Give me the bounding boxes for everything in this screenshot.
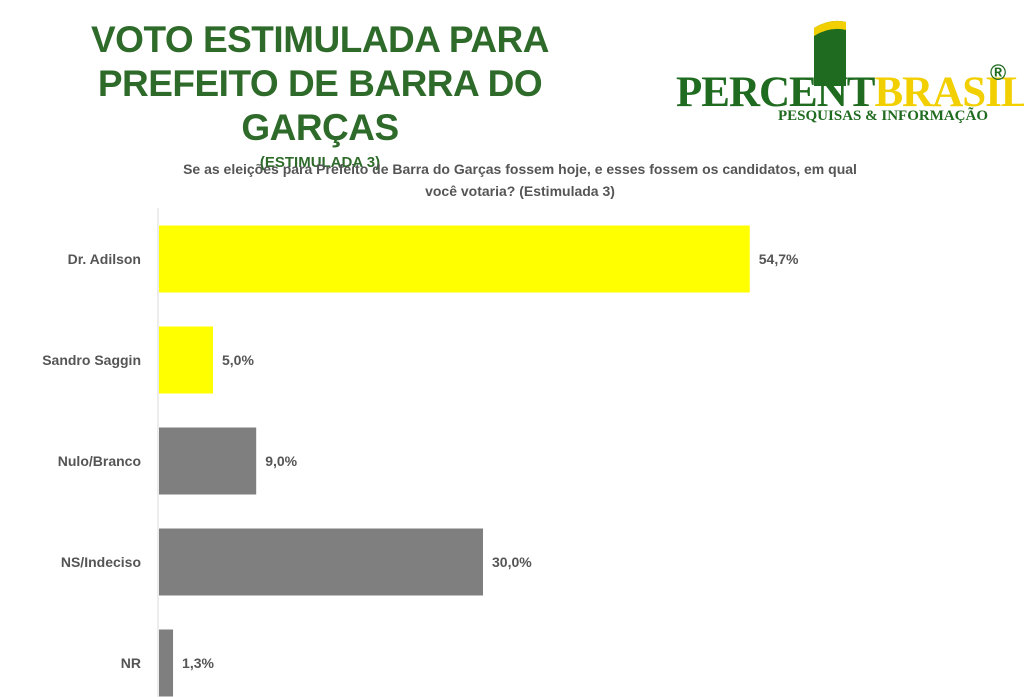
value-label: 9,0% (265, 453, 297, 469)
logo-word-brasil: BRASIL (874, 69, 1024, 116)
logo-wordmark: PERCENTBRASIL (676, 68, 1024, 117)
title-line-2: PREFEITO DE BARRA DO GARÇAS (97, 63, 543, 148)
registered-mark: ® (990, 60, 1007, 85)
value-label: 54,7% (759, 251, 799, 267)
question-line-2: você votaria? (Estimulada 3) (425, 183, 615, 199)
category-label: Nulo/Branco (58, 453, 141, 469)
category-label: NS/Indeciso (61, 554, 141, 570)
value-label: 5,0% (222, 352, 254, 368)
value-label: 30,0% (492, 554, 532, 570)
category-label: Dr. Adilson (68, 251, 141, 267)
bar-ns-indeciso (159, 528, 483, 596)
percentbrasil-logo: PERCENTBRASIL ® PESQUISAS & INFORMAÇÃO (672, 10, 1024, 135)
title-line-1: VOTO ESTIMULADA PARA (91, 19, 550, 60)
category-label: Sandro Saggin (42, 352, 141, 368)
chart-title-block: VOTO ESTIMULADA PARA PREFEITO DE BARRA D… (20, 18, 620, 171)
title-subtitle: (ESTIMULADA 3) (259, 154, 381, 171)
bar-sandro-saggin (159, 326, 213, 394)
category-label: NR (121, 655, 141, 671)
bar-nulo-branco (159, 427, 257, 495)
logo-tagline: PESQUISAS & INFORMAÇÃO (778, 108, 989, 124)
value-label: 1,3% (182, 655, 214, 671)
bar-dr-adilson (159, 225, 750, 293)
flag-icon (814, 20, 846, 86)
survey-question: Se as eleições para Prefeito de Barra do… (100, 158, 940, 202)
question-line-1: Se as eleições para Prefeito de Barra do… (183, 161, 857, 177)
bar-nr (159, 629, 174, 697)
logo-word-percent: PERCENT (676, 69, 875, 116)
